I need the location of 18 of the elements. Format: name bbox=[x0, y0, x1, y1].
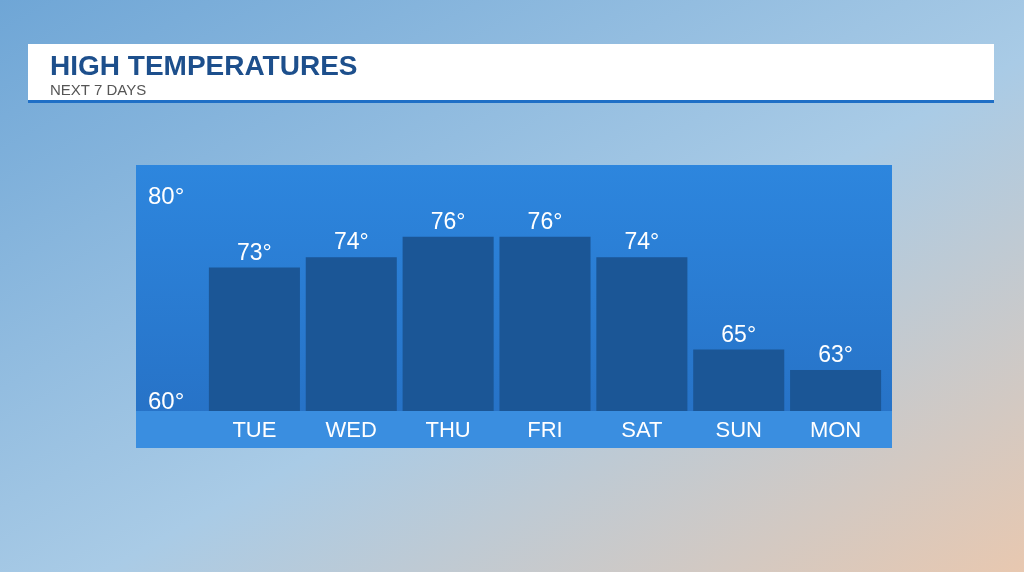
y-tick-label: 60° bbox=[148, 387, 185, 415]
data-label: 73° bbox=[237, 238, 272, 265]
x-tick-label: SUN bbox=[715, 417, 762, 443]
x-tick-label: TUE bbox=[232, 417, 277, 443]
data-label: 76° bbox=[527, 207, 563, 234]
chart-title: HIGH TEMPERATURES bbox=[50, 50, 358, 81]
x-tick-label: MON bbox=[809, 417, 862, 443]
x-tick-label: THU bbox=[425, 417, 471, 443]
y-tick-label: 80° bbox=[148, 182, 185, 210]
data-label: 65° bbox=[721, 320, 757, 347]
data-label: 74° bbox=[333, 228, 369, 255]
x-tick-label: FRI bbox=[527, 417, 563, 443]
chart-subtitle: NEXT 7 DAYS bbox=[50, 81, 147, 98]
x-tick-label: WED bbox=[325, 417, 377, 443]
data-label: 76° bbox=[430, 207, 466, 234]
data-label: 74° bbox=[624, 228, 660, 255]
data-label: 63° bbox=[818, 341, 853, 367]
x-tick-label: SAT bbox=[621, 417, 663, 443]
